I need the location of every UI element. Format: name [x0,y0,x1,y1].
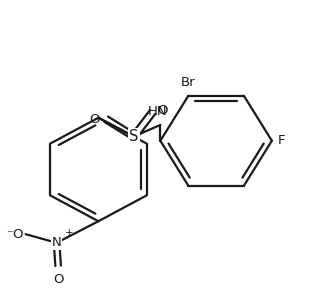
Text: ⁻O: ⁻O [7,228,24,241]
Text: N: N [52,236,61,249]
Text: +: + [65,228,74,238]
Text: Br: Br [181,76,196,89]
Text: O: O [157,104,168,117]
Text: O: O [89,113,100,126]
Text: F: F [278,134,286,147]
Text: O: O [53,273,63,286]
Text: S: S [129,129,139,144]
Text: HN: HN [148,105,167,118]
